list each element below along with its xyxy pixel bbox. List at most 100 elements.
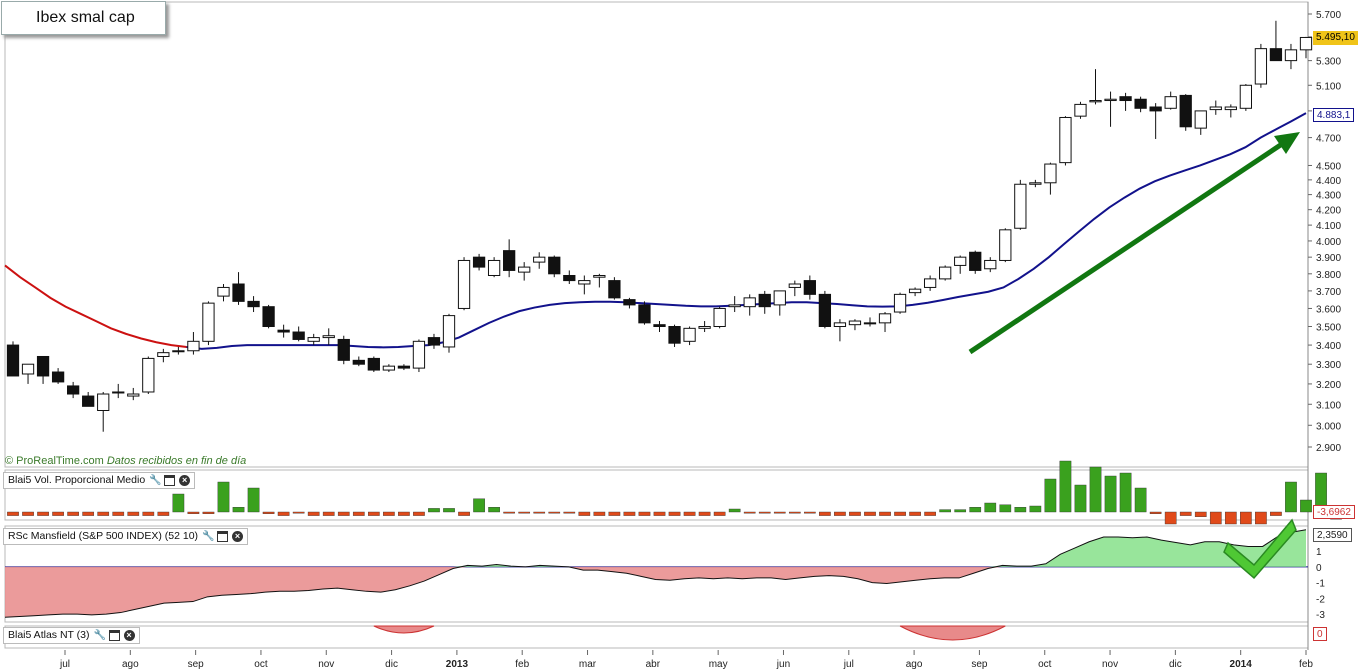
- x-tick-label: 2014: [1230, 659, 1253, 670]
- y-tick-label: 3.800: [1316, 270, 1341, 281]
- vol-bar-negative: [518, 511, 531, 514]
- candle-down: [1179, 94, 1192, 128]
- moving-average-red: [4, 264, 187, 348]
- vol-bar-negative: [1255, 511, 1267, 525]
- vol-bar-negative: [1194, 511, 1207, 518]
- candle-up: [578, 280, 591, 285]
- y-tick-label: 3.900: [1316, 253, 1341, 264]
- vol-bar-negative: [1224, 511, 1237, 525]
- candle-up: [1239, 84, 1252, 109]
- vol-bar-positive: [1300, 499, 1312, 513]
- vol-bar-negative: [413, 511, 425, 516]
- vol-bar-negative: [879, 511, 891, 516]
- x-tick-label: feb: [1299, 659, 1313, 670]
- vol-bar-positive: [217, 481, 230, 513]
- candle-up: [442, 315, 456, 348]
- wrench-icon[interactable]: 🔧: [93, 630, 106, 641]
- vol-bar-negative: [398, 511, 410, 516]
- vol-bar-negative: [277, 511, 290, 516]
- close-icon[interactable]: ×: [123, 630, 135, 641]
- window-icon[interactable]: [217, 531, 229, 542]
- window-icon[interactable]: [108, 630, 120, 641]
- vol-bar-negative: [307, 511, 320, 516]
- vol-bar-positive: [969, 507, 982, 513]
- candle-up: [217, 286, 230, 297]
- y-tick-label: 4.300: [1316, 191, 1341, 202]
- vol-panel-label[interactable]: Blai5 Vol. Proporcional Medio 🔧 ×: [3, 472, 196, 489]
- vol-bar-negative: [638, 511, 651, 516]
- vol-bar-positive: [1044, 478, 1057, 513]
- candle-up: [954, 256, 967, 266]
- candle-up: [157, 352, 170, 357]
- y-tick-label: 4.700: [1316, 134, 1341, 145]
- y-tick-label: 5.700: [1316, 10, 1341, 21]
- close-icon[interactable]: ×: [179, 475, 191, 486]
- x-tick-label: nov: [1102, 659, 1118, 670]
- candle-down: [472, 256, 486, 268]
- candle-up: [142, 357, 155, 393]
- panel-frame: [4, 1, 1309, 468]
- vol-bar-negative: [713, 511, 726, 516]
- rsc-negative-area: [5, 566, 1306, 618]
- vol-bar-negative: [834, 511, 846, 516]
- vol-bar-negative: [112, 511, 125, 516]
- vol-bar-negative: [533, 511, 546, 514]
- vol-bar-negative: [352, 511, 365, 516]
- x-tick-label: ago: [122, 659, 139, 670]
- vol-bar-negative: [653, 511, 666, 516]
- y-tick-label: 3.300: [1316, 360, 1341, 371]
- candle-down: [36, 355, 50, 377]
- candle-up: [1089, 100, 1102, 103]
- rsc-panel-label[interactable]: RSc Mansfield (S&P 500 INDEX) (52 10) 🔧 …: [3, 528, 249, 545]
- vol-bar-positive: [1029, 505, 1042, 513]
- close-icon[interactable]: ×: [232, 531, 244, 542]
- y-tick-label: 4.000: [1316, 237, 1341, 248]
- candle-up: [97, 393, 110, 411]
- candle-down: [1119, 96, 1132, 102]
- vol-bar-positive: [1119, 472, 1132, 513]
- y-tick-label: 5.100: [1316, 81, 1341, 92]
- candle-down: [653, 324, 666, 328]
- candle-up: [728, 304, 741, 308]
- candle-down: [232, 283, 245, 302]
- candle-up: [1029, 182, 1042, 185]
- trend-arrow-head: [1274, 132, 1300, 154]
- x-tick-label: sep: [971, 659, 988, 670]
- y-tick-label: 3.200: [1316, 380, 1341, 391]
- moving-average-blue: [186, 112, 1307, 350]
- candle-up: [848, 320, 862, 326]
- vol-bar-positive: [488, 507, 500, 513]
- y-tick-label: 3.000: [1316, 421, 1341, 432]
- vol-bar-negative: [563, 511, 576, 514]
- vol-bar-negative: [367, 511, 380, 516]
- vol-bar-negative: [698, 511, 711, 516]
- vol-bar-negative: [894, 511, 906, 516]
- candle-up: [908, 288, 922, 294]
- vol-bar-negative: [668, 511, 681, 516]
- atlas-panel-label[interactable]: Blai5 Atlas NT (3) 🔧 ×: [3, 627, 140, 644]
- vol-bar-positive: [954, 509, 967, 513]
- candle-down: [608, 280, 621, 299]
- vol-bar-negative: [593, 511, 606, 516]
- vol-bar-positive: [1134, 487, 1147, 513]
- window-icon[interactable]: [164, 475, 176, 486]
- trend-arrow-line: [968, 137, 1290, 355]
- y-tick-label: 4.500: [1316, 161, 1341, 172]
- vol-bar-negative: [788, 511, 801, 514]
- candle-up: [127, 393, 140, 397]
- wrench-icon[interactable]: 🔧: [202, 531, 215, 542]
- candle-down: [758, 293, 771, 308]
- candle-up: [878, 313, 892, 324]
- atlas-badge: 0: [1313, 627, 1327, 641]
- candle-up: [698, 326, 711, 329]
- candle-up: [1284, 49, 1298, 62]
- rsc-line: [4, 529, 1307, 618]
- wrench-icon[interactable]: 🔧: [149, 475, 162, 486]
- candle-up: [1164, 96, 1177, 109]
- vol-bar-negative: [743, 511, 756, 514]
- candle-up: [382, 365, 396, 371]
- atlas-panel-name: Blai5 Atlas NT (3): [8, 629, 90, 641]
- vol-bar-negative: [864, 511, 876, 516]
- vol-bar-positive: [1014, 507, 1027, 513]
